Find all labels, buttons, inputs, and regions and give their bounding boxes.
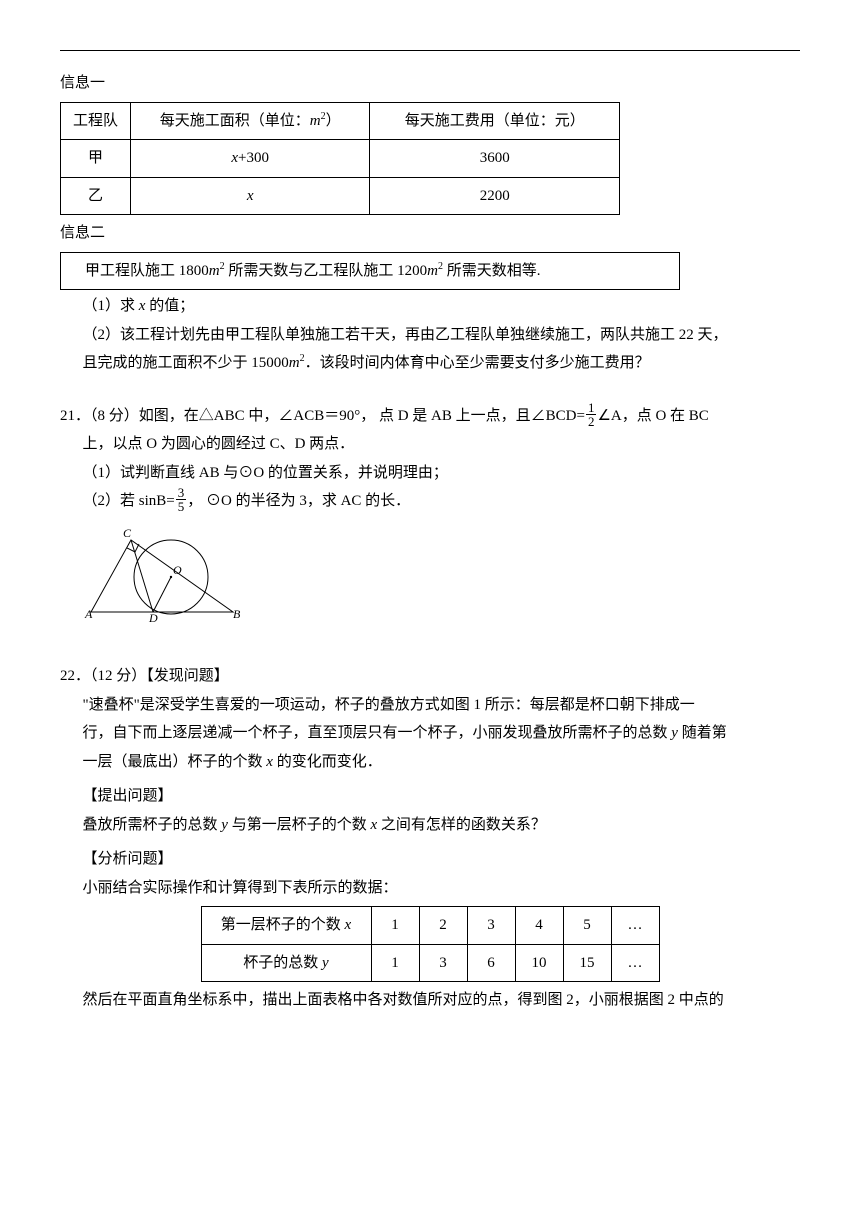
q20-part2a: （2）该工程计划先由甲工程队单独施工若干天，再由乙工程队单独继续施工，两队共施工… — [60, 321, 800, 350]
q20-part2b: 且完成的施工面积不少于 15000m2．该段时间内体育中心至少需要支付多少施工费… — [60, 349, 800, 378]
header-team: 工程队 — [61, 102, 131, 140]
q22-p1c: 一层（最底出）杯子的个数 x 的变化而变化． — [60, 748, 800, 777]
q22-p3: 小丽结合实际操作和计算得到下表所示的数据： — [60, 874, 800, 903]
cell: 2 — [419, 907, 467, 945]
cell: 5 — [563, 907, 611, 945]
label-d: D — [148, 611, 158, 622]
q22-p4: 然后在平面直角坐标系中，描出上面表格中各对数值所对应的点，得到图 2，小丽根据图… — [60, 986, 800, 1015]
table-row: 杯子的总数 y 1 3 6 10 15 … — [201, 944, 659, 982]
header-area: 每天施工面积（单位：m2） — [130, 102, 370, 140]
q21-line2: 上，以点 O 为圆心的圆经过 C、D 两点． — [60, 430, 800, 459]
q22-p1a: "速叠杯"是深受学生喜爱的一项运动，杯子的叠放方式如图 1 所示：每层都是杯口朝… — [60, 691, 800, 720]
label-o: O — [173, 563, 182, 577]
info1-label: 信息一 — [60, 69, 800, 98]
label-b: B — [233, 607, 241, 621]
cell-team: 乙 — [61, 177, 131, 215]
cell: 3 — [467, 907, 515, 945]
cell: 10 — [515, 944, 563, 982]
label-a: A — [84, 607, 93, 621]
table-row: 第一层杯子的个数 x 1 2 3 4 5 … — [201, 907, 659, 945]
q22-num: 22．（12 分） — [60, 668, 146, 684]
cell: 1 — [371, 944, 419, 982]
info2-box: 甲工程队施工 1800m2 所需天数与乙工程队施工 1200m2 所需天数相等. — [60, 252, 680, 291]
center-dot — [169, 575, 171, 577]
question-22: 22．（12 分）【发现问题】 "速叠杯"是深受学生喜爱的一项运动，杯子的叠放方… — [60, 662, 800, 1015]
cell-area: x+300 — [130, 140, 370, 178]
cell: … — [611, 907, 659, 945]
question-21: 21．（8 分）如图，在△ABC 中，∠ACB＝90°， 点 D 是 AB 上一… — [60, 402, 800, 639]
fraction-half: 12 — [586, 401, 597, 428]
q21-intro-b: ∠A，点 O 在 BC — [597, 408, 708, 424]
label-c: C — [123, 526, 132, 540]
q22-data-table: 第一层杯子的个数 x 1 2 3 4 5 … 杯子的总数 y 1 3 6 10 … — [201, 906, 660, 982]
q21-intro-a: 如图，在△ABC 中，∠ACB＝90°， 点 D 是 AB 上一点，且∠BCD= — [139, 408, 585, 424]
info2-label: 信息二 — [60, 219, 800, 248]
top-rule — [60, 50, 800, 51]
row1-label: 第一层杯子的个数 x — [201, 907, 371, 945]
info1-table: 工程队 每天施工面积（单位：m2） 每天施工费用（单位：元） 甲 x+300 3… — [60, 102, 620, 216]
cell: 4 — [515, 907, 563, 945]
row2-label: 杯子的总数 y — [201, 944, 371, 982]
cell-cost: 3600 — [370, 140, 620, 178]
q20-part1: （1）求 x 的值； — [60, 292, 800, 321]
triangle-abc — [91, 540, 233, 612]
table-row: 乙 x 2200 — [61, 177, 620, 215]
q22-header: 22．（12 分）【发现问题】 — [60, 662, 800, 691]
table-row: 甲 x+300 3600 — [61, 140, 620, 178]
q22-title2: 【提出问题】 — [60, 782, 800, 811]
line-od — [153, 577, 171, 612]
cell-team: 甲 — [61, 140, 131, 178]
cell: 6 — [467, 944, 515, 982]
cell: 1 — [371, 907, 419, 945]
q22-p2: 叠放所需杯子的总数 y 与第一层杯子的个数 x 之间有怎样的函数关系？ — [60, 811, 800, 840]
table-row: 工程队 每天施工面积（单位：m2） 每天施工费用（单位：元） — [61, 102, 620, 140]
header-cost: 每天施工费用（单位：元） — [370, 102, 620, 140]
q22-p1b: 行，自下而上逐层递减一个杯子，直至顶层只有一个杯子，小丽发现叠放所需杯子的总数 … — [60, 719, 800, 748]
cell-cost: 2200 — [370, 177, 620, 215]
q21-part1: （1）试判断直线 AB 与⊙O 的位置关系，并说明理由； — [60, 459, 800, 488]
cell: 3 — [419, 944, 467, 982]
cell: 15 — [563, 944, 611, 982]
cell: … — [611, 944, 659, 982]
q22-title1: 【发现问题】 — [146, 668, 229, 684]
fraction-3-5: 35 — [176, 486, 187, 513]
cell-area: x — [130, 177, 370, 215]
geometry-figure: A B C D O — [83, 522, 243, 622]
q21-line1: 21．（8 分）如图，在△ABC 中，∠ACB＝90°， 点 D 是 AB 上一… — [60, 402, 800, 431]
q21-num: 21．（8 分） — [60, 408, 139, 424]
q21-part2: （2）若 sinB=35， ⊙O 的半径为 3，求 AC 的长． — [60, 487, 800, 516]
q22-title3: 【分析问题】 — [60, 845, 800, 874]
